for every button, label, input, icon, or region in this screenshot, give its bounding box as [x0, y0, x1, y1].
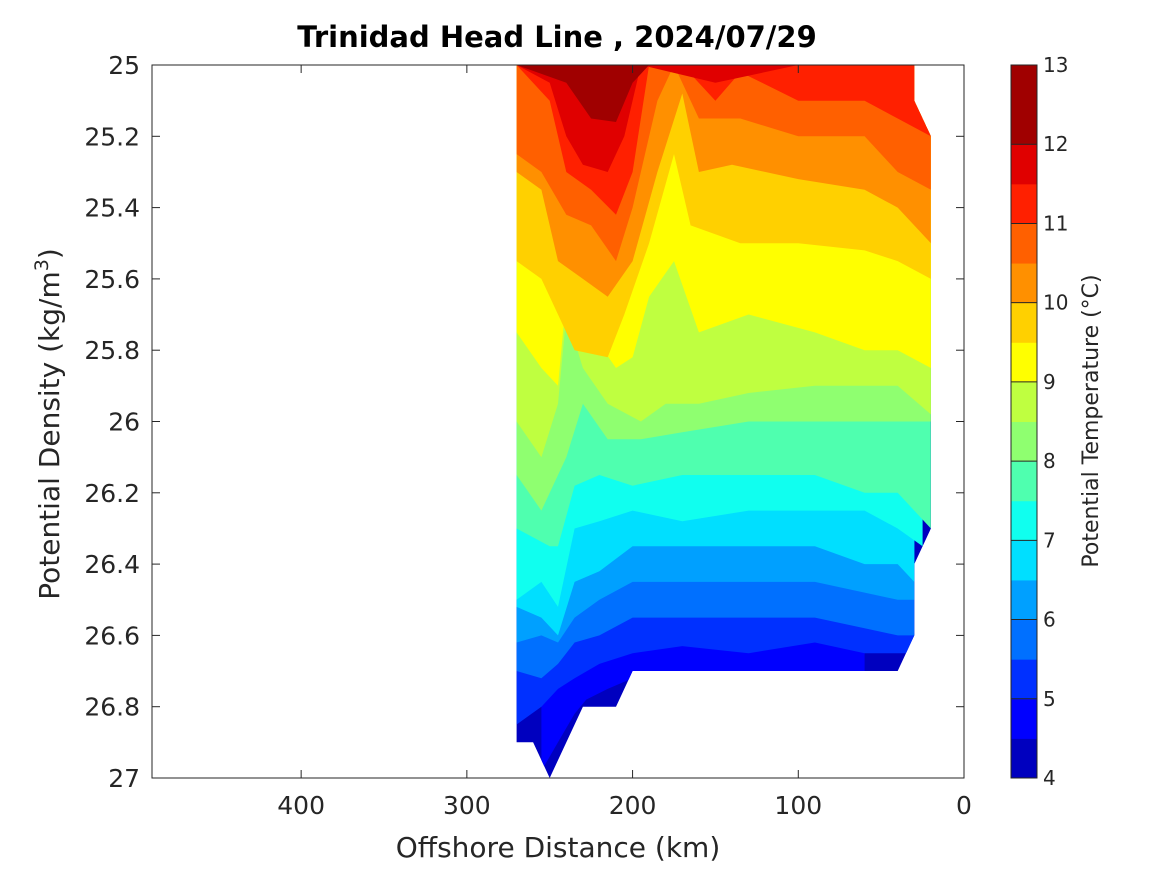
- x-tick-label: 200: [609, 791, 657, 820]
- colorbar-swatch: [1011, 659, 1037, 700]
- y-tick-label: 26.4: [84, 550, 140, 579]
- contour-band: [516, 65, 641, 73]
- colorbar-swatch: [1011, 540, 1037, 581]
- colorbar-tick-label: 6: [1043, 608, 1056, 632]
- y-tick-label: 25.4: [84, 194, 140, 223]
- colorbar-swatch: [1011, 421, 1037, 462]
- colorbar-swatch: [1011, 738, 1037, 779]
- colorbar-tick-label: 13: [1043, 53, 1068, 77]
- plot-area: 400 300 200 100 0 25 25.2 25.4 25.6 25.8 26 26.2 26…: [84, 51, 972, 820]
- x-tick-label: 0: [956, 791, 972, 820]
- colorbar-swatch: [1011, 183, 1037, 224]
- colorbar-swatch: [1011, 619, 1037, 660]
- y-tick-label: 26.2: [84, 479, 140, 508]
- y-tick-label: 27: [108, 764, 140, 793]
- colorbar-tick-label: 9: [1043, 370, 1056, 394]
- colorbar-tick-label: 12: [1043, 132, 1068, 156]
- colorbar-tick-label: 5: [1043, 687, 1056, 711]
- colorbar-label: Potential Temperature (°C): [1079, 274, 1104, 567]
- y-tick-label: 25.2: [84, 122, 140, 151]
- colorbar-swatch: [1011, 342, 1037, 383]
- x-tick-label: 100: [774, 791, 822, 820]
- y-tick-label: 25.8: [84, 336, 140, 365]
- y-axis-label-superscript: 3: [31, 259, 53, 271]
- colorbar-tick-label: 4: [1043, 766, 1056, 790]
- x-axis-label: Offshore Distance (km): [396, 831, 721, 864]
- colorbar-tick-label: 8: [1043, 449, 1056, 473]
- colorbar-tick-label: 11: [1043, 211, 1068, 235]
- y-axis-ticks: 25 25.2 25.4 25.6 25.8 26 26.2 26.4 26.6 26.8 27: [84, 51, 964, 793]
- colorbar: 4 5 6 7 8 9 10 11 12 13 Potential Temperature (°C…: [1010, 53, 1104, 790]
- x-tick-label: 400: [277, 791, 325, 820]
- y-tick-label: 26: [108, 408, 140, 437]
- colorbar-swatch: [1011, 698, 1037, 739]
- colorbar-ticks: 4 5 6 7 8 9 10 11 12 13: [1011, 53, 1068, 790]
- colorbar-swatch: [1011, 223, 1037, 264]
- colorbar-swatch: [1011, 263, 1037, 304]
- y-tick-label: 25: [108, 51, 140, 80]
- y-axis-label-close: ): [33, 248, 66, 259]
- colorbar-tick-label: 7: [1043, 528, 1056, 552]
- colorbar-swatches: [1011, 65, 1037, 779]
- chart-title: Trinidad Head Line , 2024/07/29: [297, 20, 817, 54]
- y-tick-label: 25.6: [84, 265, 140, 294]
- colorbar-tick-label: 10: [1043, 291, 1068, 315]
- colorbar-swatch: [1011, 579, 1037, 621]
- colorbar-swatch: [1011, 461, 1037, 502]
- colorbar-swatch: [1011, 500, 1037, 541]
- y-tick-label: 26.6: [84, 621, 140, 650]
- x-tick-label: 300: [443, 791, 491, 820]
- contour-fill-layer: [516, 65, 931, 778]
- x-axis-ticks: 400 300 200 100 0: [277, 65, 972, 820]
- y-axis-label-main: Potential Density (kg/m: [33, 271, 66, 600]
- colorbar-swatch: [1011, 302, 1037, 343]
- colorbar-swatch: [1011, 65, 1037, 106]
- colorbar-swatch: [1011, 104, 1037, 145]
- y-axis-label: Potential Density (kg/m3): [31, 248, 66, 600]
- y-tick-label: 26.8: [84, 693, 140, 722]
- colorbar-swatch: [1011, 144, 1037, 185]
- colorbar-swatch: [1011, 381, 1037, 422]
- contour-band: [516, 65, 915, 122]
